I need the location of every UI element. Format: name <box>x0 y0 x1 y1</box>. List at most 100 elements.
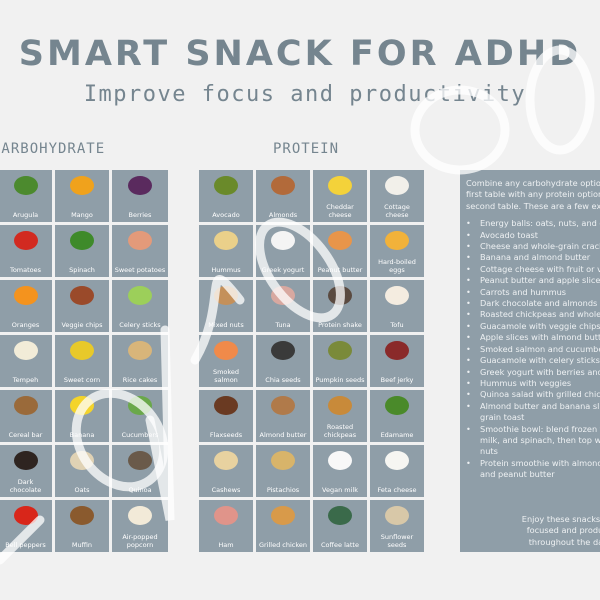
food-tile: Rice cakes <box>112 335 168 387</box>
food-label: Oranges <box>11 321 40 329</box>
combo-item: Hummus with veggies <box>466 378 600 390</box>
food-label: Muffin <box>71 541 93 549</box>
combo-text: Guacamole with celery sticks. <box>480 355 600 366</box>
food-image <box>13 231 38 250</box>
food-image <box>271 341 295 360</box>
food-image <box>385 231 409 250</box>
combo-text: Quinoa salad with grilled chicke <box>480 389 600 400</box>
combo-item: Banana and almond butter <box>466 252 600 264</box>
food-tile: Almond butter <box>256 390 310 442</box>
food-image <box>70 506 94 525</box>
food-tile: Banana <box>55 390 109 442</box>
food-image <box>385 451 409 470</box>
food-image <box>214 286 238 305</box>
food-label: Cashews <box>211 486 241 494</box>
food-image <box>13 341 38 360</box>
food-image <box>128 286 152 305</box>
food-image <box>385 341 409 360</box>
combo-text: Smoothie bowl: blend frozen f <box>480 423 600 434</box>
food-image <box>128 506 152 525</box>
food-image <box>271 506 295 525</box>
food-image <box>271 176 295 195</box>
food-label: Smoked salmon <box>212 368 240 384</box>
combo-text: Banana and almond butter <box>480 252 591 263</box>
food-tile: Chia seeds <box>256 335 310 387</box>
food-label: Vegan milk <box>322 486 358 494</box>
food-tile: Tempeh <box>0 335 52 387</box>
combo-item: Cottage cheese with fruit or ve <box>466 263 600 276</box>
food-tile: Cereal bar <box>0 390 52 442</box>
food-tile: Mixed nuts <box>199 280 253 332</box>
combo-text: Guacamole with veggie chips <box>480 320 600 331</box>
food-label: Tuna <box>275 321 291 329</box>
combo-text: Roasted chickpeas and whole- <box>480 309 600 320</box>
food-tile: Air-popped popcorn <box>112 500 168 552</box>
food-tile: Cheddar cheese <box>313 170 367 222</box>
food-label: Almond butter <box>259 431 307 439</box>
food-label: Grilled chicken <box>258 541 308 549</box>
food-label: Peanut butter <box>317 266 363 274</box>
food-label: Roasted chickpeas <box>323 423 357 439</box>
food-label: Edamame <box>380 431 414 439</box>
food-image <box>214 506 238 525</box>
food-image <box>271 451 295 470</box>
combo-text: Energy balls: oats, nuts, and di <box>480 218 600 229</box>
text-line: second table. These are a few ex <box>466 200 600 211</box>
food-image <box>128 231 152 250</box>
combo-item: Roasted chickpeas and whole- <box>466 309 600 321</box>
food-tile: Coffee latte <box>313 500 367 552</box>
combo-item: Cheese and whole-grain crack <box>466 241 600 253</box>
food-image <box>13 451 38 470</box>
combo-text: grain toast <box>480 412 525 423</box>
food-label: Protein shake <box>318 321 362 329</box>
combo-text: Apple slices with almond butte <box>480 332 600 343</box>
combo-item: Dark chocolate and almonds <box>466 298 600 310</box>
food-label: Coffee latte <box>321 541 359 549</box>
food-tile: Hard-boiled eggs <box>370 225 424 277</box>
food-label: Quinoa <box>128 486 152 494</box>
food-image <box>271 231 295 250</box>
food-image <box>70 396 94 415</box>
food-tile: Cottage cheese <box>370 170 424 222</box>
food-label: Tempeh <box>12 376 39 384</box>
food-tile: Cashews <box>199 445 253 497</box>
food-label: Almonds <box>268 211 298 219</box>
combo-text: Cheese and whole-grain crack <box>480 241 600 252</box>
food-label: Cheddar cheese <box>326 203 354 219</box>
combo-text: Cottage cheese with fruit or ve <box>480 263 600 274</box>
food-image <box>328 176 352 195</box>
food-tile: Berries <box>112 170 168 222</box>
food-tile: Smoked salmon <box>199 335 253 387</box>
food-tile: Arugula <box>0 170 52 222</box>
combo-text: Protein smoothie with almond <box>480 457 600 468</box>
food-image <box>271 396 295 415</box>
food-image <box>385 506 409 525</box>
food-image <box>70 341 94 360</box>
food-image <box>271 286 295 305</box>
food-tile: Sunflower seeds <box>370 500 424 552</box>
food-label: Ham <box>218 541 234 549</box>
food-tile: Ham <box>199 500 253 552</box>
food-label: Cottage cheese <box>384 203 410 219</box>
food-image <box>70 176 94 195</box>
food-tile: Quinoa <box>112 445 168 497</box>
food-label: Dark chocolate <box>9 478 42 494</box>
food-label: Flaxseeds <box>209 431 243 439</box>
combinations-outro: Enjoy these snacks andfocused and produc… <box>500 514 600 548</box>
food-label: Rice cakes <box>122 376 158 384</box>
food-label: Cereal bar <box>8 431 43 439</box>
food-tile: Roasted chickpeas <box>313 390 367 442</box>
food-tile: Protein shake <box>313 280 367 332</box>
page-subtitle: Improve focus and productivity <box>83 82 527 107</box>
food-tile: Pumpkin seeds <box>313 335 367 387</box>
food-label: Beef jerky <box>380 376 414 384</box>
food-image <box>328 231 352 250</box>
food-image <box>128 341 152 360</box>
food-tile: Beef jerky <box>370 335 424 387</box>
combo-item: Quinoa salad with grilled chicke <box>466 389 600 401</box>
combo-text: Dark chocolate and almonds <box>480 298 598 309</box>
food-tile: Dark chocolate <box>0 445 52 497</box>
